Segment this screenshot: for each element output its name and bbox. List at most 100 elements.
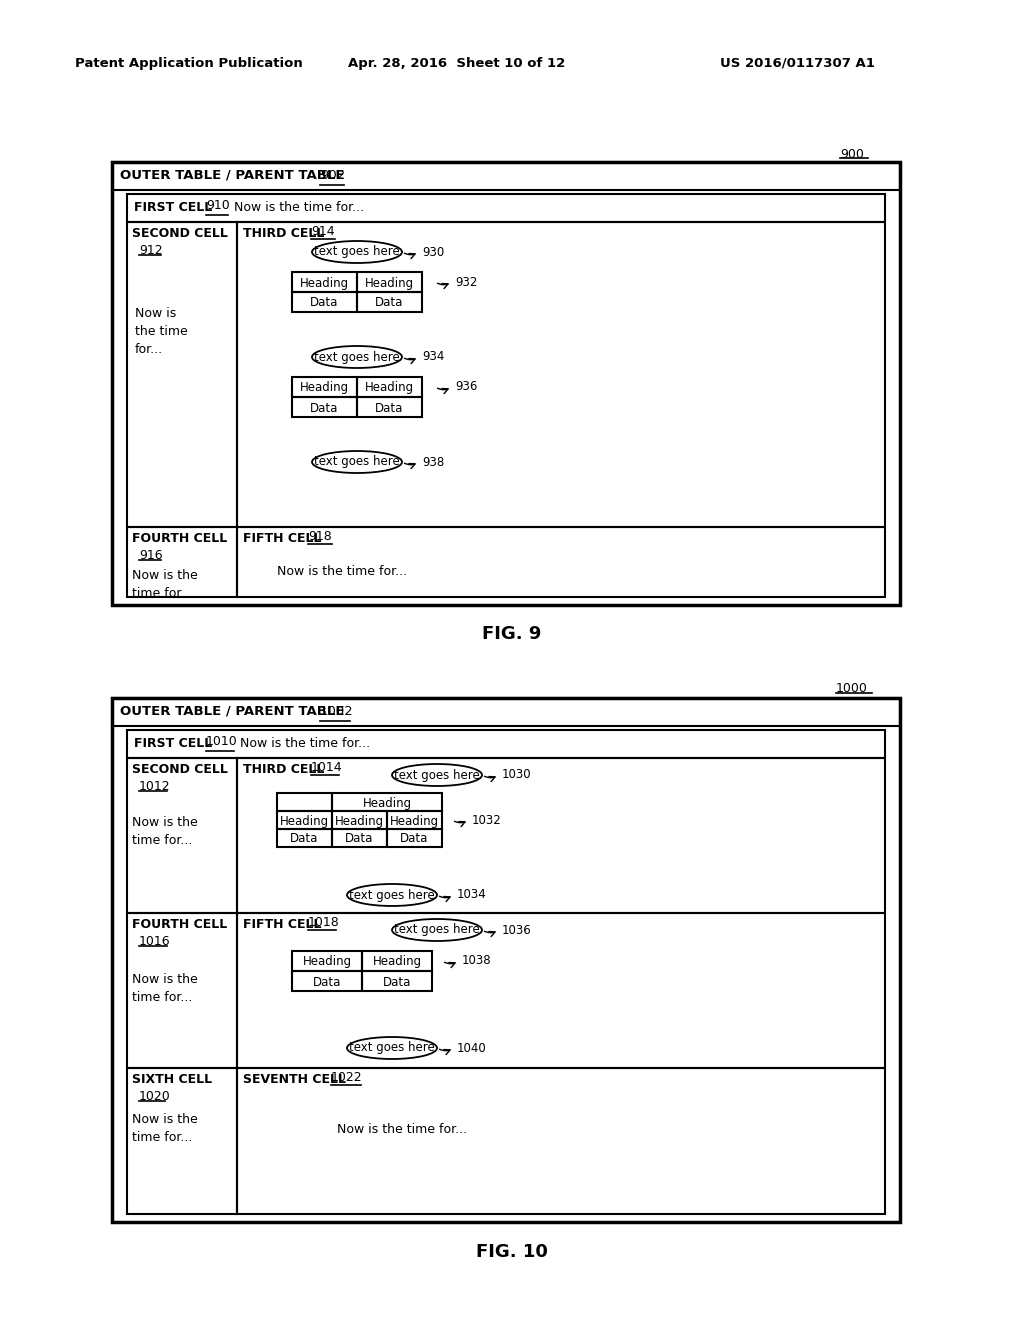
- Text: Heading: Heading: [280, 814, 329, 828]
- Text: Data: Data: [310, 401, 339, 414]
- Text: US 2016/0117307 A1: US 2016/0117307 A1: [720, 57, 874, 70]
- Text: 932: 932: [455, 276, 477, 289]
- Text: 936: 936: [455, 380, 477, 393]
- Text: Data: Data: [376, 401, 403, 414]
- Text: FOURTH CELL: FOURTH CELL: [132, 532, 227, 545]
- Text: Heading: Heading: [300, 381, 349, 395]
- Text: text goes here: text goes here: [314, 455, 400, 469]
- Bar: [127, 527, 237, 597]
- Text: FIFTH CELL: FIFTH CELL: [243, 532, 322, 545]
- Text: Apr. 28, 2016  Sheet 10 of 12: Apr. 28, 2016 Sheet 10 of 12: [348, 57, 565, 70]
- Text: text goes here: text goes here: [394, 768, 480, 781]
- Bar: [112, 162, 900, 605]
- Text: 1020: 1020: [139, 1090, 171, 1104]
- Text: Heading: Heading: [373, 956, 422, 969]
- Bar: [292, 272, 357, 292]
- Bar: [127, 758, 237, 913]
- Ellipse shape: [392, 764, 482, 785]
- Bar: [112, 698, 900, 1222]
- Bar: [387, 829, 442, 847]
- Text: Now is the
time for...: Now is the time for...: [132, 1113, 198, 1144]
- Bar: [278, 793, 332, 810]
- Text: Now is the time for...: Now is the time for...: [337, 1123, 467, 1137]
- Bar: [292, 292, 357, 312]
- Text: text goes here: text goes here: [349, 1041, 435, 1055]
- Bar: [127, 913, 237, 1068]
- Text: Now is the time for...: Now is the time for...: [234, 201, 365, 214]
- Text: Data: Data: [312, 975, 341, 989]
- Text: Now is the
time for...: Now is the time for...: [132, 569, 198, 601]
- Text: Heading: Heading: [302, 956, 351, 969]
- Text: 1018: 1018: [308, 916, 340, 929]
- Text: FOURTH CELL: FOURTH CELL: [132, 917, 227, 931]
- Bar: [387, 810, 442, 829]
- Text: text goes here: text goes here: [314, 351, 400, 363]
- Ellipse shape: [347, 1038, 437, 1059]
- Bar: [292, 397, 357, 417]
- Bar: [332, 810, 387, 829]
- Bar: [357, 272, 422, 292]
- Text: Heading: Heading: [390, 814, 439, 828]
- Text: 916: 916: [139, 549, 163, 562]
- Text: Now is the time for...: Now is the time for...: [278, 565, 408, 578]
- Text: Data: Data: [310, 297, 339, 309]
- Bar: [112, 162, 900, 190]
- Text: SECOND CELL: SECOND CELL: [132, 763, 228, 776]
- Bar: [332, 793, 442, 810]
- Text: THIRD CELL: THIRD CELL: [243, 227, 325, 240]
- Text: SIXTH CELL: SIXTH CELL: [132, 1073, 212, 1086]
- Text: FIRST CELL: FIRST CELL: [134, 201, 212, 214]
- Bar: [237, 222, 885, 527]
- Text: Heading: Heading: [365, 381, 414, 395]
- Text: FIG. 10: FIG. 10: [476, 1243, 548, 1261]
- Text: Patent Application Publication: Patent Application Publication: [75, 57, 303, 70]
- Text: Heading: Heading: [365, 276, 414, 289]
- Text: 938: 938: [422, 455, 444, 469]
- Text: 900: 900: [840, 148, 864, 161]
- Bar: [127, 1068, 237, 1214]
- Text: Data: Data: [376, 297, 403, 309]
- Text: 1030: 1030: [502, 768, 531, 781]
- Text: 1012: 1012: [139, 780, 171, 793]
- Bar: [332, 829, 387, 847]
- Bar: [237, 913, 885, 1068]
- Text: 1038: 1038: [462, 954, 492, 968]
- Text: 934: 934: [422, 351, 444, 363]
- Text: 1010: 1010: [206, 735, 238, 748]
- Text: Now is the
time for...: Now is the time for...: [132, 973, 198, 1005]
- Bar: [292, 378, 357, 397]
- Text: text goes here: text goes here: [349, 888, 435, 902]
- Bar: [278, 810, 332, 829]
- Text: 1016: 1016: [139, 935, 171, 948]
- Text: 1014: 1014: [311, 762, 343, 774]
- Bar: [292, 950, 362, 972]
- Bar: [127, 194, 885, 222]
- Text: 1036: 1036: [502, 924, 531, 936]
- Text: SEVENTH CELL: SEVENTH CELL: [243, 1073, 346, 1086]
- Text: 918: 918: [308, 531, 332, 543]
- Text: 912: 912: [139, 244, 163, 257]
- Ellipse shape: [347, 884, 437, 906]
- Ellipse shape: [392, 919, 482, 941]
- Text: text goes here: text goes here: [314, 246, 400, 259]
- Bar: [357, 378, 422, 397]
- Text: 1022: 1022: [331, 1071, 362, 1084]
- Text: 1032: 1032: [472, 813, 502, 826]
- Text: Now is
the time
for...: Now is the time for...: [135, 308, 187, 356]
- Text: 914: 914: [311, 224, 335, 238]
- Text: OUTER TABLE / PARENT TABLE: OUTER TABLE / PARENT TABLE: [120, 705, 344, 718]
- Bar: [362, 950, 432, 972]
- Text: 1000: 1000: [836, 682, 868, 696]
- Text: 910: 910: [206, 199, 229, 213]
- Bar: [362, 972, 432, 991]
- Text: Data: Data: [345, 833, 374, 846]
- Text: Heading: Heading: [335, 814, 384, 828]
- Text: Heading: Heading: [362, 796, 412, 809]
- Bar: [237, 758, 885, 913]
- Bar: [292, 972, 362, 991]
- Ellipse shape: [312, 451, 402, 473]
- Bar: [357, 292, 422, 312]
- Text: Data: Data: [383, 975, 412, 989]
- Bar: [237, 527, 885, 597]
- Text: Now is the time for...: Now is the time for...: [240, 737, 370, 750]
